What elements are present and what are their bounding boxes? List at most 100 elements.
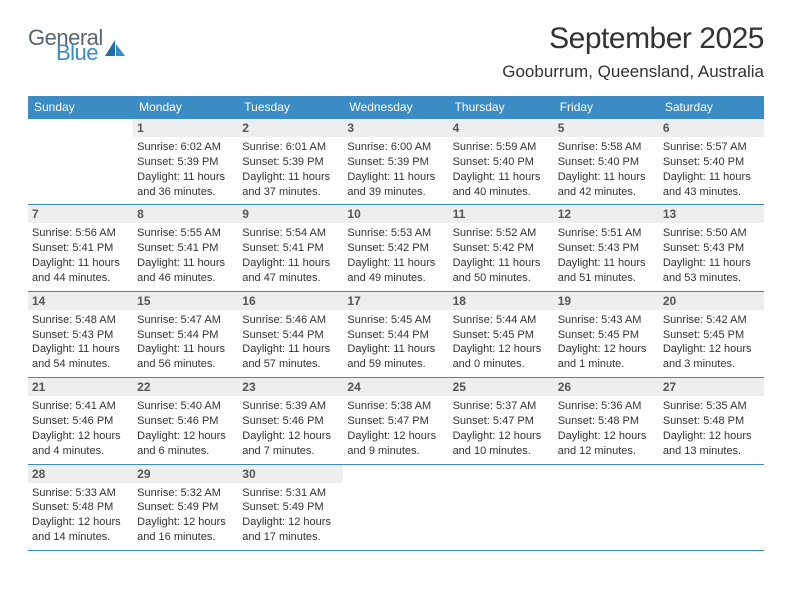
- daylight-text: Daylight: 12 hours and 17 minutes.: [242, 515, 339, 545]
- sunrise-text: Sunrise: 5:46 AM: [242, 313, 339, 328]
- sunset-text: Sunset: 5:41 PM: [242, 241, 339, 256]
- day-number: 13: [659, 205, 764, 223]
- daylight-text: Daylight: 12 hours and 3 minutes.: [663, 342, 760, 372]
- sunrise-text: Sunrise: 5:57 AM: [663, 140, 760, 155]
- sunset-text: Sunset: 5:45 PM: [558, 328, 655, 343]
- day-number: 28: [28, 465, 133, 483]
- sunrise-text: Sunrise: 5:31 AM: [242, 486, 339, 501]
- weekday-header: Saturday: [659, 96, 764, 119]
- day-details: Sunrise: 5:41 AMSunset: 5:46 PMDaylight:…: [32, 399, 129, 458]
- day-details: Sunrise: 5:36 AMSunset: 5:48 PMDaylight:…: [558, 399, 655, 458]
- day-cell: 13 Sunrise: 5:50 AMSunset: 5:43 PMDayligh…: [659, 205, 764, 290]
- sunset-text: Sunset: 5:46 PM: [32, 414, 129, 429]
- sunrise-text: Sunrise: 6:00 AM: [347, 140, 444, 155]
- sunrise-text: Sunrise: 5:38 AM: [347, 399, 444, 414]
- day-number: 23: [238, 378, 343, 396]
- daylight-text: Daylight: 11 hours and 53 minutes.: [663, 256, 760, 286]
- sunset-text: Sunset: 5:48 PM: [558, 414, 655, 429]
- sunrise-text: Sunrise: 5:50 AM: [663, 226, 760, 241]
- weekday-header-row: Sunday Monday Tuesday Wednesday Thursday…: [28, 96, 764, 119]
- day-details: Sunrise: 5:45 AMSunset: 5:44 PMDaylight:…: [347, 313, 444, 372]
- daylight-text: Daylight: 11 hours and 46 minutes.: [137, 256, 234, 286]
- weekday-header: Thursday: [449, 96, 554, 119]
- sunset-text: Sunset: 5:43 PM: [32, 328, 129, 343]
- day-details: Sunrise: 5:48 AMSunset: 5:43 PMDaylight:…: [32, 313, 129, 372]
- day-number: 10: [343, 205, 448, 223]
- day-cell: .: [28, 119, 133, 204]
- sunset-text: Sunset: 5:45 PM: [663, 328, 760, 343]
- weekday-header: Friday: [554, 96, 659, 119]
- day-number: 4: [449, 119, 554, 137]
- day-cell: 3Sunrise: 6:00 AMSunset: 5:39 PMDaylight…: [343, 119, 448, 204]
- day-details: Sunrise: 6:00 AMSunset: 5:39 PMDaylight:…: [347, 140, 444, 199]
- sunset-text: Sunset: 5:40 PM: [453, 155, 550, 170]
- sunrise-text: Sunrise: 5:48 AM: [32, 313, 129, 328]
- day-cell: 6Sunrise: 5:57 AMSunset: 5:40 PMDaylight…: [659, 119, 764, 204]
- logo-text-stack: General Blue: [28, 28, 103, 64]
- daylight-text: Daylight: 12 hours and 16 minutes.: [137, 515, 234, 545]
- sunset-text: Sunset: 5:45 PM: [453, 328, 550, 343]
- day-cell: 28Sunrise: 5:33 AMSunset: 5:48 PMDayligh…: [28, 465, 133, 550]
- day-cell: 11Sunrise: 5:52 AMSunset: 5:42 PMDayligh…: [449, 205, 554, 290]
- logo: General Blue: [28, 22, 125, 64]
- week-row: 28Sunrise: 5:33 AMSunset: 5:48 PMDayligh…: [28, 465, 764, 551]
- weekday-header: Monday: [133, 96, 238, 119]
- calendar-grid: Sunday Monday Tuesday Wednesday Thursday…: [28, 96, 764, 551]
- daylight-text: Daylight: 11 hours and 57 minutes.: [242, 342, 339, 372]
- day-details: Sunrise: 5:42 AMSunset: 5:45 PMDaylight:…: [663, 313, 760, 372]
- sunrise-text: Sunrise: 5:52 AM: [453, 226, 550, 241]
- day-details: Sunrise: 5:31 AMSunset: 5:49 PMDaylight:…: [242, 486, 339, 545]
- day-details: Sunrise: 5:56 AMSunset: 5:41 PMDaylight:…: [32, 226, 129, 285]
- day-cell: 27Sunrise: 5:35 AMSunset: 5:48 PMDayligh…: [659, 378, 764, 463]
- day-details: Sunrise: 5:58 AMSunset: 5:40 PMDaylight:…: [558, 140, 655, 199]
- sunrise-text: Sunrise: 5:40 AM: [137, 399, 234, 414]
- sunset-text: Sunset: 5:40 PM: [663, 155, 760, 170]
- sunrise-text: Sunrise: 5:37 AM: [453, 399, 550, 414]
- day-details: Sunrise: 5:50 AMSunset: 5:43 PMDaylight:…: [663, 226, 760, 285]
- sunrise-text: Sunrise: 5:45 AM: [347, 313, 444, 328]
- daylight-text: Daylight: 12 hours and 14 minutes.: [32, 515, 129, 545]
- day-cell: 5Sunrise: 5:58 AMSunset: 5:40 PMDaylight…: [554, 119, 659, 204]
- daylight-text: Daylight: 11 hours and 43 minutes.: [663, 170, 760, 200]
- sunrise-text: Sunrise: 5:58 AM: [558, 140, 655, 155]
- week-row: .1Sunrise: 6:02 AMSunset: 5:39 PMDayligh…: [28, 119, 764, 205]
- day-details: Sunrise: 5:37 AMSunset: 5:47 PMDaylight:…: [453, 399, 550, 458]
- day-cell: .: [554, 465, 659, 550]
- sunrise-text: Sunrise: 5:51 AM: [558, 226, 655, 241]
- day-number: 8: [133, 205, 238, 223]
- day-number: 25: [449, 378, 554, 396]
- daylight-text: Daylight: 11 hours and 44 minutes.: [32, 256, 129, 286]
- sunset-text: Sunset: 5:40 PM: [558, 155, 655, 170]
- week-row: 7 Sunrise: 5:56 AMSunset: 5:41 PMDaylight…: [28, 205, 764, 291]
- day-cell: 1Sunrise: 6:02 AMSunset: 5:39 PMDaylight…: [133, 119, 238, 204]
- day-number: 27: [659, 378, 764, 396]
- day-details: Sunrise: 5:38 AMSunset: 5:47 PMDaylight:…: [347, 399, 444, 458]
- sunset-text: Sunset: 5:41 PM: [137, 241, 234, 256]
- day-number: 17: [343, 292, 448, 310]
- day-details: Sunrise: 5:47 AMSunset: 5:44 PMDaylight:…: [137, 313, 234, 372]
- day-details: Sunrise: 5:46 AMSunset: 5:44 PMDaylight:…: [242, 313, 339, 372]
- day-cell: .: [343, 465, 448, 550]
- day-cell: 8 Sunrise: 5:55 AMSunset: 5:41 PMDaylight…: [133, 205, 238, 290]
- daylight-text: Daylight: 12 hours and 4 minutes.: [32, 429, 129, 459]
- day-cell: 22Sunrise: 5:40 AMSunset: 5:46 PMDayligh…: [133, 378, 238, 463]
- day-details: Sunrise: 5:53 AMSunset: 5:42 PMDaylight:…: [347, 226, 444, 285]
- sail-icon: [105, 40, 125, 56]
- day-number: 29: [133, 465, 238, 483]
- day-number: 18: [449, 292, 554, 310]
- day-cell: 14Sunrise: 5:48 AMSunset: 5:43 PMDayligh…: [28, 292, 133, 377]
- sunset-text: Sunset: 5:47 PM: [347, 414, 444, 429]
- day-details: Sunrise: 5:43 AMSunset: 5:45 PMDaylight:…: [558, 313, 655, 372]
- sunrise-text: Sunrise: 5:41 AM: [32, 399, 129, 414]
- day-details: Sunrise: 5:51 AMSunset: 5:43 PMDaylight:…: [558, 226, 655, 285]
- sunrise-text: Sunrise: 5:32 AM: [137, 486, 234, 501]
- weekday-header: Wednesday: [343, 96, 448, 119]
- sunrise-text: Sunrise: 5:55 AM: [137, 226, 234, 241]
- day-cell: .: [659, 465, 764, 550]
- sunrise-text: Sunrise: 5:44 AM: [453, 313, 550, 328]
- day-details: Sunrise: 5:44 AMSunset: 5:45 PMDaylight:…: [453, 313, 550, 372]
- sunset-text: Sunset: 5:41 PM: [32, 241, 129, 256]
- day-cell: 29Sunrise: 5:32 AMSunset: 5:49 PMDayligh…: [133, 465, 238, 550]
- sunrise-text: Sunrise: 5:54 AM: [242, 226, 339, 241]
- day-number: 7: [28, 205, 133, 223]
